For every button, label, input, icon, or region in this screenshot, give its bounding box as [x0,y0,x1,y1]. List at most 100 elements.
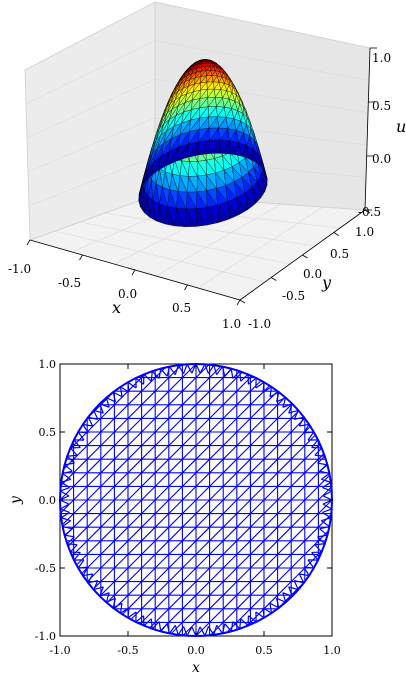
mesh-edge [317,462,328,466]
mesh-edge [320,472,330,480]
x-tick-label: 1.0 [222,317,241,331]
mesh-edge [60,486,70,492]
z-tick-label: 0.5 [372,99,391,113]
mesh-edge [275,391,280,402]
mesh-edge [158,621,162,632]
mesh-edge [62,525,73,530]
mesh-edge [82,566,89,576]
surface-plot: -1.0 -0.5 0.0 0.5 1.0 -1.0 -0.5 0.0 0.5 … [8,1,406,331]
mesh-edge [154,526,170,542]
mesh-edge [112,391,123,398]
mesh-edge [73,458,88,474]
mesh-edge [236,404,251,419]
mesh-edge [105,397,110,408]
mesh-edge [276,397,286,403]
mesh-edge [141,594,156,610]
mesh-edge [73,486,88,501]
mesh-edge [277,513,292,528]
mesh-edge [182,513,197,528]
mesh-edge [269,602,280,609]
mesh-edge [298,573,305,584]
mesh-edge [236,486,251,501]
mesh-edge [86,418,102,433]
mesh-edge [127,499,142,514]
mesh-edge [282,592,293,597]
mesh-edge [182,499,197,514]
mesh-edge [269,603,273,614]
mesh-edge [250,540,265,555]
mesh-edge [195,626,201,637]
mesh-edge [73,499,88,514]
mesh-edge [277,458,292,474]
mesh-edge [86,554,102,569]
mesh-edge [78,431,89,434]
mesh-y-tick-label: 1.0 [39,358,57,371]
mesh-edge [93,580,99,590]
mesh-edge [298,416,305,427]
mesh-edge [195,622,210,636]
mesh-edge [87,416,98,421]
mesh-edge [100,540,115,555]
mesh-edge [195,445,210,460]
mesh-edge [317,536,326,545]
mesh-edge [209,554,224,569]
mesh-edge [154,581,170,596]
mesh-edge [127,404,142,419]
mesh-edge [248,377,257,385]
mesh-edge [232,621,241,630]
mesh-edge [195,472,210,487]
mesh-edge [209,499,224,514]
mesh-y-tick-label: 0.5 [39,426,57,439]
mesh-edge [100,431,115,446]
mesh-edge [262,386,272,393]
mesh-edge [64,534,75,538]
mesh-edge [141,540,156,555]
mesh-edge [127,445,142,460]
mesh-edge [67,454,78,457]
mesh-edge [127,607,130,618]
mesh-edge [263,418,278,433]
mesh-edge [222,418,238,433]
mesh-edge [319,528,328,536]
mesh-edge [322,508,332,514]
mesh-edge [112,598,117,609]
mesh-edge [207,626,215,636]
surface-facet [261,158,266,174]
mesh-edge [263,554,278,569]
mesh-edge [204,626,210,636]
mesh-edge [299,423,310,427]
mesh-edge [282,592,287,603]
mesh-edge [93,409,104,414]
mesh-edge [99,592,110,597]
mesh-edge [112,391,117,402]
mesh-edge [216,624,224,634]
mesh-edge [277,499,292,514]
mesh-edge [69,447,78,456]
mesh-edge [250,526,265,542]
mesh-edge [288,586,299,591]
mesh-edge [250,404,265,419]
mesh-edge [114,445,129,460]
mesh-edge [304,458,319,474]
mesh-edge [154,554,170,569]
mesh-edge [195,567,210,582]
mesh-edge [86,540,102,555]
mesh-edge [303,566,310,576]
mesh-edge [86,526,102,542]
z-tick-label: 0.0 [372,152,391,166]
mesh-edge [239,618,242,629]
mesh-edge [60,486,74,501]
mesh-edge [120,386,130,393]
mesh-edge [321,517,332,522]
mesh-edge [250,458,265,474]
mesh-y-tick-label: -1.0 [35,630,56,643]
mesh-edge [277,445,292,460]
mesh-edge [114,472,129,487]
mesh-edge [166,366,171,377]
mesh-edge [141,431,156,446]
mesh-edge [59,499,70,505]
mesh-edge [154,458,170,474]
mesh-edge [317,534,328,538]
mesh-edge [240,373,249,382]
